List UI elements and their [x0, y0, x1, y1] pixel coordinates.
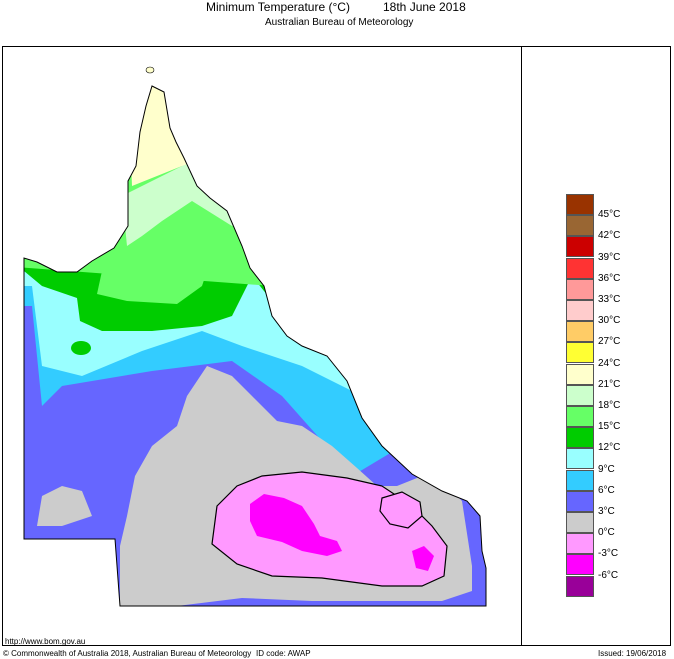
legend-label: 15°C — [598, 421, 621, 433]
legend-label: 3°C — [598, 506, 615, 517]
map-date: 18th June 2018 — [383, 0, 466, 14]
map-frame — [2, 46, 671, 646]
legend-swatch — [566, 257, 594, 279]
map-subtitle: Australian Bureau of Meteorology — [265, 17, 414, 28]
legend-swatch — [566, 406, 594, 427]
zone-neg3c-east — [379, 491, 423, 529]
legend-divider — [521, 46, 522, 646]
temperature-map — [23, 66, 487, 607]
legend-swatch — [566, 321, 594, 343]
legend-label: 33°C — [598, 294, 621, 305]
footer-issued: Issued: 19/06/2018 — [598, 649, 667, 658]
legend-label: 12°C — [598, 442, 621, 454]
legend-label: 6°C — [598, 484, 615, 496]
legend-swatch — [566, 533, 594, 555]
legend-swatch — [566, 469, 594, 491]
legend-swatch — [566, 342, 594, 364]
legend-label: 45°C — [598, 209, 621, 221]
legend-swatch — [566, 512, 594, 533]
legend-label: 30°C — [598, 315, 621, 327]
legend-swatch — [566, 236, 594, 258]
legend-label: -6°C — [598, 569, 619, 581]
zone-neg6c — [250, 494, 342, 556]
legend-label: 27°C — [598, 336, 621, 348]
legend-swatch — [566, 215, 594, 237]
legend-label: -3°C — [598, 548, 619, 560]
legend-swatch — [566, 448, 594, 470]
legend-swatch — [566, 300, 594, 321]
footer-copyright: © Commonwealth of Australia 2018, Austra… — [3, 649, 252, 658]
legend-label: 18°C — [598, 400, 621, 411]
legend-label: 36°C — [598, 272, 621, 284]
map-title: Minimum Temperature (°C) — [206, 0, 350, 14]
legend-swatch — [566, 427, 594, 449]
legend-label: 9°C — [598, 463, 615, 475]
island-north — [145, 66, 155, 74]
state-outline — [23, 85, 487, 607]
zone-0c-west — [37, 486, 92, 526]
legend-label: 42°C — [598, 230, 621, 242]
legend-label: 0°C — [598, 527, 615, 539]
legend-swatch — [566, 363, 594, 385]
legend-label: 21°C — [598, 378, 621, 390]
footer-url[interactable]: http://www.bom.gov.au — [5, 637, 86, 646]
legend-swatch — [566, 278, 594, 300]
zone-neg6c-east — [412, 546, 434, 571]
footer-id-code: ID code: AWAP — [256, 649, 311, 658]
legend-swatch — [566, 554, 594, 576]
legend-swatch — [566, 384, 594, 406]
legend-swatch — [566, 490, 594, 512]
legend-swatch — [566, 575, 594, 597]
legend-label: 39°C — [598, 251, 621, 263]
legend-label: 24°C — [598, 357, 621, 369]
zone-12c-patch — [71, 341, 91, 355]
legend-swatch — [566, 194, 594, 215]
